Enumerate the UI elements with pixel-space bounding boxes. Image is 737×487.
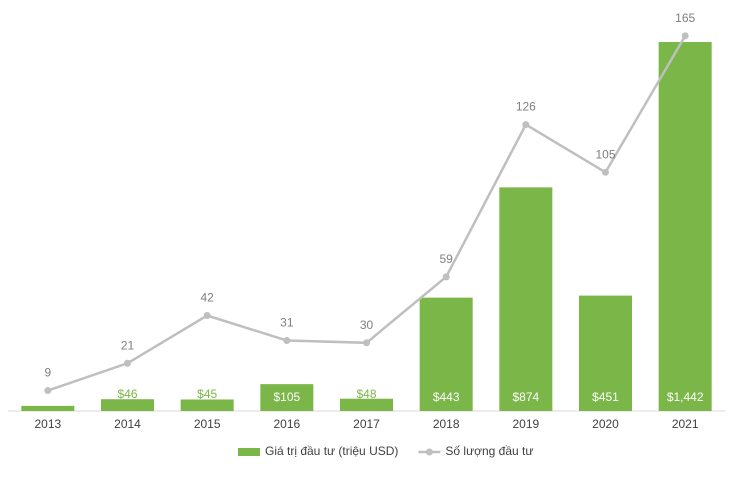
line-marker	[44, 387, 52, 395]
line-marker	[363, 339, 370, 347]
bar	[101, 399, 154, 411]
legend-label: Số lượng đầu tư	[445, 444, 533, 458]
bar	[579, 295, 632, 411]
bar	[21, 405, 75, 411]
data-label: 42	[200, 291, 214, 305]
x-tick-label: 2017	[353, 417, 380, 431]
x-tick-label: 2019	[512, 417, 539, 431]
line-marker	[681, 32, 689, 40]
x-tick-label: 2015	[194, 417, 221, 431]
data-label: $874	[512, 390, 539, 404]
data-label: 59	[439, 252, 453, 266]
data-label: 31	[280, 316, 294, 330]
data-label: $105	[273, 390, 300, 404]
legend-swatch	[425, 448, 433, 456]
data-label: 21	[121, 338, 135, 352]
data-label: $1,442	[667, 390, 704, 404]
data-label: $451	[592, 390, 619, 404]
data-label: 30	[360, 318, 374, 332]
line-marker	[203, 312, 211, 320]
data-label: 165	[675, 11, 695, 25]
data-label: $443	[433, 390, 460, 404]
bar	[340, 398, 393, 411]
data-label: $45	[197, 387, 217, 401]
data-label: $46	[117, 387, 137, 401]
bar	[419, 297, 473, 411]
data-label: 126	[516, 100, 536, 114]
bar	[180, 399, 234, 411]
line-marker	[522, 121, 530, 129]
bar	[658, 42, 712, 412]
x-tick-label: 2016	[273, 417, 300, 431]
line-marker	[124, 359, 131, 367]
data-label: $48	[356, 387, 376, 401]
line-marker	[442, 273, 450, 281]
x-tick-label: 2021	[672, 417, 699, 431]
bar	[260, 384, 314, 411]
legend-swatch	[238, 448, 260, 456]
x-tick-label: 2013	[34, 417, 61, 431]
legend-label: Giá trị đầu tư (triệu USD)	[265, 444, 398, 458]
data-label: 9	[44, 366, 51, 380]
line-marker	[283, 337, 291, 345]
x-tick-label: 2020	[592, 417, 619, 431]
x-tick-label: 2018	[433, 417, 460, 431]
line-marker	[602, 168, 609, 176]
x-tick-label: 2014	[114, 417, 141, 431]
data-label: 105	[595, 147, 615, 161]
bar	[499, 187, 553, 411]
